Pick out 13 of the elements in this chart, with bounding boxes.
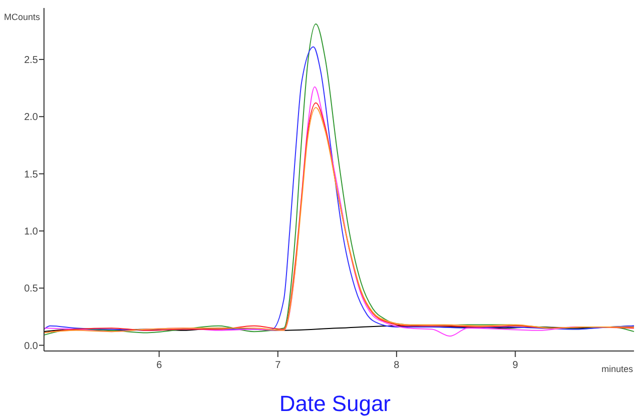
y-tick-label: 0.5 <box>24 284 38 295</box>
x-axis-title: minutes <box>601 364 634 374</box>
y-axis-title: MCounts <box>4 12 41 22</box>
x-tick-label: 6 <box>156 360 162 371</box>
y-tick-label: 1.5 <box>24 169 38 180</box>
x-tick-label: 8 <box>394 360 400 371</box>
y-tick-label: 2.5 <box>24 54 38 66</box>
y-tick-label: 0.0 <box>24 340 38 352</box>
y-tick-label: 1.0 <box>24 226 38 238</box>
x-tick-label: 7 <box>275 360 282 371</box>
y-tick-label: 2.0 <box>24 112 38 124</box>
text: Date Sugar <box>279 391 391 416</box>
x-tick-label: 9 <box>512 360 519 371</box>
